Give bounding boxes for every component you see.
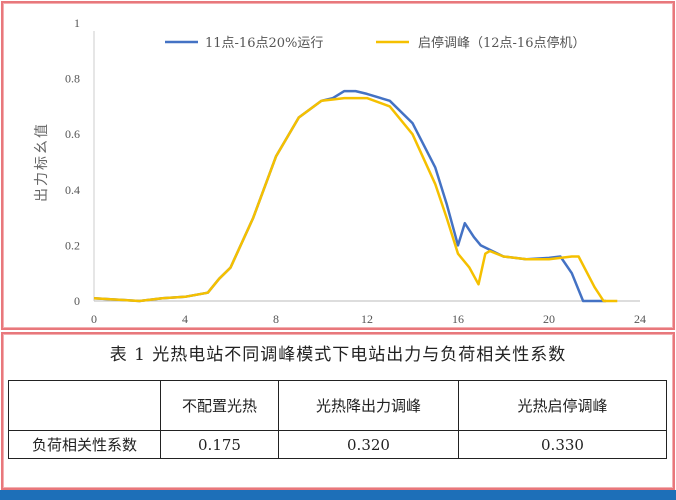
y-tick-label: 0.2 bbox=[65, 238, 80, 252]
header-cell: 光热降出力调峰 bbox=[278, 380, 459, 431]
table-header-row: 不配置光热 光热降出力调峰 光热启停调峰 bbox=[8, 380, 667, 431]
x-tick-label: 12 bbox=[361, 312, 373, 326]
value-cell: 0.320 bbox=[278, 430, 459, 459]
x-tick-label: 16 bbox=[452, 312, 464, 326]
table-row: 负荷相关性系数 0.175 0.320 0.330 bbox=[8, 430, 667, 459]
y-axis-label: 出力标幺值 bbox=[34, 122, 50, 202]
header-cell: 光热启停调峰 bbox=[458, 380, 667, 431]
series-line-1 bbox=[93, 89, 606, 303]
chart-panel bbox=[1, 1, 675, 330]
line-chart: 出力标幺值 0 4 8 12 16 20 24 0 0.2 0.4 0.6 0.8 1 11点-16点20… bbox=[34, 16, 646, 326]
series-line-2 bbox=[93, 96, 618, 303]
bottom-bar bbox=[0, 490, 676, 500]
y-tick-label: 0 bbox=[74, 294, 80, 308]
table-panel bbox=[1, 332, 675, 490]
x-tick-label: 20 bbox=[543, 312, 555, 326]
y-tick-label: 0.8 bbox=[65, 72, 80, 86]
y-tick-label: 0.4 bbox=[65, 183, 80, 197]
value-cell: 0.330 bbox=[458, 430, 667, 459]
x-tick-label: 8 bbox=[273, 312, 279, 326]
y-tick-label: 0.6 bbox=[65, 127, 80, 141]
header-cell: 不配置光热 bbox=[160, 380, 279, 431]
header-cell-empty bbox=[8, 380, 161, 431]
legend-label: 11点-16点20%运行 bbox=[205, 36, 323, 51]
table-caption: 表 1 光热电站不同调峰模式下电站出力与负荷相关性系数 bbox=[109, 345, 567, 365]
row-label: 负荷相关性系数 bbox=[8, 430, 161, 459]
x-tick-label: 24 bbox=[634, 312, 646, 326]
correlation-table: 不配置光热 光热降出力调峰 光热启停调峰 负荷相关性系数 0.175 0.320… bbox=[8, 380, 667, 459]
y-tick-label: 1 bbox=[74, 16, 80, 30]
x-tick-label: 4 bbox=[182, 312, 188, 326]
legend-label: 启停调峰（12点-16点停机） bbox=[418, 35, 585, 51]
value-cell: 0.175 bbox=[160, 430, 279, 459]
x-tick-label: 0 bbox=[91, 312, 97, 326]
